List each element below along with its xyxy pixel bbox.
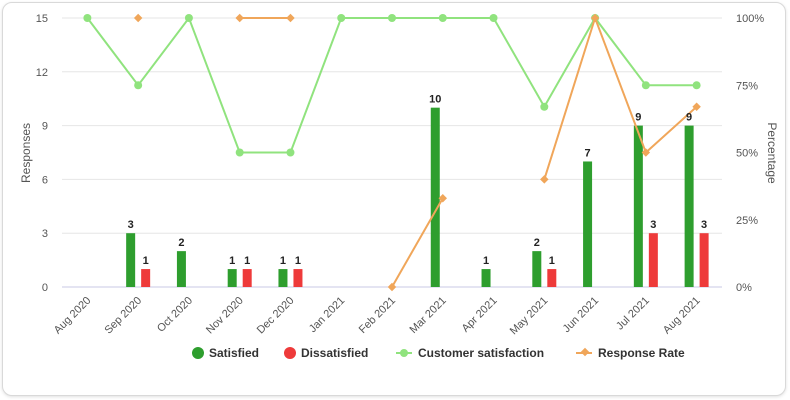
x-tick-label: Dec 2020 [255,295,297,337]
x-axis: Aug 2020 Sep 2020 Oct 2020 Nov 2020 Dec 2020… [52,295,703,338]
point-customer-satisfaction [83,14,92,22]
point-customer-satisfaction [489,14,498,22]
lines [83,13,701,292]
y-right-tick-label: 100% [736,13,764,25]
point-customer-satisfaction [235,148,244,157]
point-customer-satisfaction [692,81,701,90]
bar-satisfied [633,125,643,287]
point-customer-satisfaction [438,14,447,22]
y-axis-right: 0% 25% 50% 75% 100% [736,13,764,294]
bar-satisfied [126,233,136,287]
point-customer-satisfaction [184,14,193,22]
bar-satisfied [532,251,542,287]
bar-data-label: 2 [534,237,540,249]
point-response-rate [540,175,549,184]
line-response-rate [391,197,444,288]
point-customer-satisfaction [286,148,295,157]
y-right-tick-label: 75% [736,80,758,92]
bar-satisfied [481,269,491,287]
x-tick-label: Jan 2021 [307,295,347,335]
gridlines [62,17,722,288]
bar-satisfied [583,161,593,287]
bar-satisfied [684,125,694,287]
x-tick-label: Sep 2020 [102,295,144,337]
legend-label-response-rate: Response Rate [598,346,685,360]
legend: Satisfied Dissatisfied Customer satisfacti… [192,346,685,360]
x-tick-label: May 2021 [508,295,551,338]
bar-data-label: 1 [229,255,235,267]
legend-label-satisfied: Satisfied [209,346,259,360]
point-response-rate [438,193,448,203]
y-left-tick-label: 6 [42,174,48,186]
y-left-tick-label: 9 [42,121,48,133]
bars [126,107,709,288]
bar-dissatisfied [547,269,557,287]
bar-data-label: 1 [549,255,555,267]
y-axis-left-title: Responses [19,123,33,183]
x-tick-label: Nov 2020 [204,295,246,337]
x-tick-label: Aug 2021 [661,295,703,337]
point-response-rate [387,282,397,292]
bar-data-label: 9 [686,112,692,124]
legend-marker-satisfied [192,347,204,359]
bar-data-label: 7 [585,147,591,159]
bar-data-label: 1 [143,255,149,267]
y-left-tick-label: 3 [42,228,48,240]
legend-marker-response-rate [580,347,590,357]
bar-satisfied [430,107,440,288]
point-response-rate [286,13,295,23]
bar-dissatisfied [141,269,151,287]
legend-marker-dissatisfied [284,347,296,359]
x-tick-label: Oct 2020 [155,295,195,335]
bar-satisfied [227,269,237,287]
point-response-rate [133,13,143,23]
point-customer-satisfaction [641,81,650,90]
y-left-tick-label: 0 [42,282,48,294]
bar-data-label: 2 [178,237,184,249]
point-customer-satisfaction [540,102,549,111]
y-right-tick-label: 25% [736,215,758,227]
bar-data-label: 3 [701,219,707,231]
legend-label-customer-satisfaction: Customer satisfaction [418,346,544,360]
x-tick-label: Aug 2020 [52,295,94,337]
bar-data-label: 3 [128,219,134,231]
bar-satisfied [278,269,288,287]
chart-card [2,2,786,396]
bar-dissatisfied [242,269,252,287]
y-axis-right-title: Percentage [765,122,779,184]
legend-marker-customer-satisfaction [400,349,408,357]
bar-data-label: 3 [650,219,656,231]
x-tick-label: Mar 2021 [408,295,449,336]
point-customer-satisfaction [134,81,143,90]
line-customer-satisfaction [86,15,697,154]
bar-data-label: 1 [244,255,250,267]
bar-data-label: 1 [280,255,286,267]
point-customer-satisfaction [337,14,346,22]
x-tick-label: Jun 2021 [561,295,601,335]
bar-data-label: 9 [635,112,641,124]
x-tick-label: Feb 2021 [357,295,398,336]
bar-data-label: 1 [295,255,301,267]
bar-data-label: 10 [429,94,441,106]
y-left-tick-label: 15 [36,13,48,25]
point-customer-satisfaction [388,14,396,22]
line-response-rate [543,14,698,180]
bar-satisfied [176,251,186,287]
y-left-tick-label: 12 [36,67,48,79]
x-tick-label: Apr 2021 [460,295,500,335]
x-tick-label: Jul 2021 [614,295,652,333]
y-axis-left: 0 3 6 9 12 15 [36,13,48,294]
bar-data-label: 1 [483,255,489,267]
bar-dissatisfied [293,269,303,287]
bar-dissatisfied [699,233,709,287]
y-right-tick-label: 0% [736,282,752,294]
point-response-rate [235,13,244,23]
legend-label-dissatisfied: Dissatisfied [301,346,368,360]
bar-dissatisfied [648,233,658,287]
y-right-tick-label: 50% [736,148,758,160]
